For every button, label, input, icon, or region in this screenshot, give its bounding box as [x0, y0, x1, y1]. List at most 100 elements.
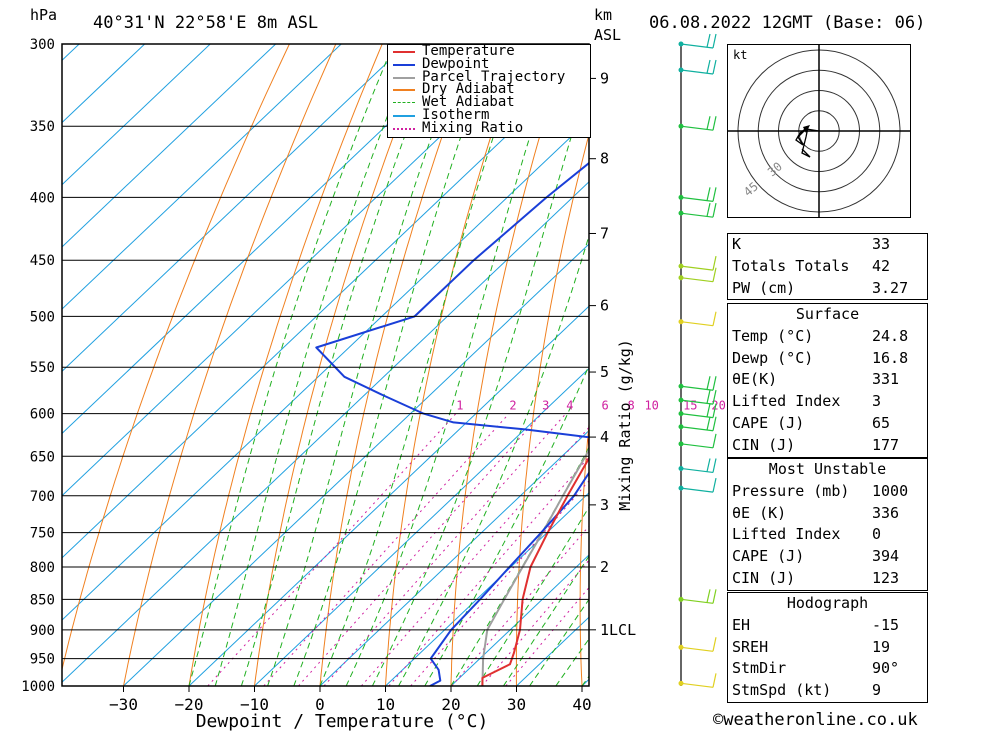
pressure-tick-label: 350 — [30, 119, 55, 135]
row-key: K — [732, 235, 742, 253]
wet-adiabat-line — [371, 76, 589, 686]
row-key: θE (K) — [732, 503, 787, 522]
wind-barb-flag — [712, 433, 717, 448]
x-axis-title: Dewpoint / Temperature (°C) — [196, 711, 489, 732]
row-value: 9 — [872, 681, 882, 700]
table-row: Lifted Index 3 — [728, 391, 927, 413]
dry-adiabat-line — [579, 419, 589, 686]
legend-swatch — [393, 51, 415, 53]
wind-barb-flag — [712, 416, 717, 431]
table-row: Lifted Index 0 — [728, 524, 927, 546]
wet-adiabat-line — [293, 44, 495, 686]
wet-adiabat-line — [450, 446, 589, 686]
pressure-tick-label: 300 — [30, 37, 55, 53]
table-title: Surface — [795, 305, 860, 323]
row-key: CIN (J) — [732, 568, 796, 587]
row-value: 123 — [872, 568, 900, 587]
legend-entry: Temperature — [388, 44, 590, 58]
row-value: 177 — [872, 435, 900, 454]
legend-swatch — [393, 63, 415, 66]
row-key: Dewp (°C) — [732, 348, 814, 367]
row-key: CAPE (J) — [732, 547, 805, 566]
mixing-ratio-line — [298, 413, 543, 686]
isotherm-line — [62, 56, 589, 559]
table-row: Temp (°C) 24.8 — [728, 326, 927, 348]
row-key: StmDir — [732, 659, 787, 678]
pressure-tick-label: 950 — [30, 652, 55, 668]
dry-adiabat-line — [924, 0, 975, 686]
wind-barb-flag — [712, 255, 717, 271]
wind-barb-shaft — [680, 598, 714, 604]
wet-adiabat-line — [476, 506, 589, 686]
wind-barb-shaft — [680, 125, 714, 131]
legend-entry: Wet Adiabat — [388, 95, 590, 109]
credit-text: ©weatheronline.co.uk — [713, 710, 918, 730]
pressure-tick-label: 850 — [30, 592, 55, 608]
chart-legend: Temperature Dewpoint Parcel Trajectory Dry … — [387, 44, 591, 138]
hodograph-panel: kt 30 45 — [727, 44, 911, 218]
row-key: SREH — [732, 637, 769, 656]
row-value: 3.27 — [872, 278, 909, 297]
row-value: 336 — [872, 503, 900, 522]
row-key: Pressure (mb) — [732, 481, 850, 500]
temperature-tick-label: 10 — [376, 695, 395, 714]
asl-unit-label: ASL — [594, 26, 622, 44]
row-value: 331 — [872, 370, 900, 389]
row-key: StmSpd (kt) — [732, 681, 832, 700]
surface-table: Surface Temp (°C) 24.8 Dewp (°C) 16.8 θE(K) 33… — [727, 303, 928, 458]
dry-adiabat-line — [254, 44, 430, 686]
isotherm-line — [62, 44, 146, 124]
hodograph-table: Hodograph EH -15 SREH 19 StmDir 90° StmSpd (kt)… — [727, 592, 928, 703]
wet-adiabat-line — [398, 234, 589, 686]
row-value: 65 — [872, 413, 891, 432]
row-value: 19 — [872, 637, 891, 656]
wind-barb-flag — [706, 416, 711, 431]
isotherm-line — [385, 492, 589, 686]
wind-barb-flag — [712, 403, 717, 418]
legend-entry: Isotherm — [388, 108, 590, 122]
legend-swatch — [393, 89, 415, 92]
wind-barb-flag — [712, 376, 717, 391]
wet-adiabat-line — [240, 44, 441, 686]
pressure-tick-label: 450 — [30, 253, 55, 269]
table-row: StmSpd (kt) 9 — [728, 680, 927, 702]
legend-label: Parcel Trajectory — [422, 68, 566, 85]
km-tick-label: 1LCL — [600, 621, 636, 639]
hpa-unit-label: hPa — [30, 6, 58, 24]
row-value: 24.8 — [872, 326, 909, 345]
mixing-ratio-label: 1 — [456, 399, 463, 413]
row-value: 394 — [872, 547, 900, 566]
datetime-title: 06.08.2022 12GMT (Base: 06) — [649, 13, 926, 33]
dry-adiabat-line — [319, 44, 476, 686]
wind-barb-shaft — [680, 385, 714, 391]
wind-barb-flag — [712, 389, 717, 405]
wind-barb-flag — [706, 33, 711, 48]
dry-adiabat-line — [123, 44, 337, 686]
legend-label: Dewpoint — [422, 55, 490, 72]
table-row: θE (K) 336 — [728, 503, 927, 525]
row-key: CIN (J) — [732, 435, 796, 454]
wind-barb-flag — [706, 116, 711, 130]
isotherm-line — [319, 429, 589, 686]
dewpoint-series — [315, 161, 589, 686]
wind-barb-flag — [706, 458, 711, 472]
mixing-ratio-label: 6 — [602, 399, 609, 413]
row-key: θE(K) — [732, 370, 778, 389]
pressure-tick-label: 600 — [30, 407, 55, 423]
table-row: θE(K) 331 — [728, 369, 927, 391]
wind-barb-flag — [706, 59, 711, 74]
mixing-ratio-line — [410, 480, 589, 686]
wind-barb-shaft — [680, 443, 714, 449]
mixing-ratio-line — [505, 586, 589, 686]
legend-swatch — [393, 102, 415, 104]
isotherm-line — [62, 118, 589, 621]
temperature-tick-label: −30 — [109, 695, 138, 714]
table-row: PW (cm) 3.27 — [728, 278, 927, 300]
temperature-tick-label: 40 — [572, 695, 591, 714]
isotherm-line — [62, 44, 80, 62]
wind-barb-flag — [706, 187, 711, 201]
temperature-tick-label: −10 — [240, 695, 269, 714]
wind-barb-shaft — [680, 265, 714, 271]
wind-barb-shaft — [680, 69, 714, 75]
